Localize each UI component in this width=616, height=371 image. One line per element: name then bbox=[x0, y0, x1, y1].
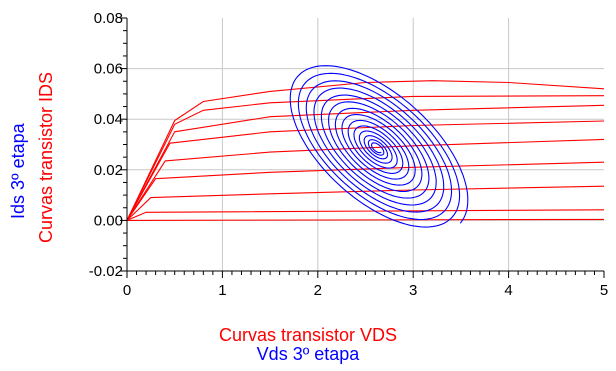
y-axis-label-stage: Ids 3º etapa bbox=[8, 123, 28, 219]
transistor-curve-6 bbox=[126, 161, 605, 221]
transistor-curve-4 bbox=[126, 120, 605, 221]
transistor-curve-8 bbox=[126, 209, 605, 221]
transistor-curve-9 bbox=[126, 218, 605, 221]
transistor-curve-7 bbox=[126, 185, 605, 221]
stage-spiral bbox=[289, 65, 469, 228]
transistor-curves bbox=[126, 80, 605, 221]
y-tick-label: 0.02 bbox=[94, 162, 123, 179]
x-axis-label-stage: Vds 3º etapa bbox=[256, 344, 360, 364]
y-tick-label: 0.08 bbox=[94, 10, 123, 27]
y-axis-label-transistor: Curvas transistor IDS bbox=[36, 71, 56, 243]
x-tick-label: 5 bbox=[600, 282, 608, 299]
transistor-curve-1 bbox=[126, 80, 605, 221]
axes bbox=[120, 17, 605, 278]
transistor-curve-5 bbox=[126, 138, 605, 221]
x-tick-label: 0 bbox=[123, 282, 131, 299]
x-tick-label: 2 bbox=[314, 282, 322, 299]
y-tick-label: 0.04 bbox=[94, 111, 123, 128]
x-tick-labels: 0 1 2 3 4 5 bbox=[123, 282, 608, 299]
x-tick-label: 1 bbox=[218, 282, 226, 299]
transistor-curve-3 bbox=[126, 104, 605, 221]
y-tick-label: 0.06 bbox=[94, 61, 123, 78]
x-axis-label-transistor: Curvas transistor VDS bbox=[218, 325, 398, 345]
x-tick-label: 4 bbox=[504, 282, 512, 299]
x-tick-label: 3 bbox=[409, 282, 417, 299]
stage-spiral-path bbox=[289, 65, 469, 228]
y-tick-label: 0.00 bbox=[94, 212, 123, 229]
y-tick-labels: -0.02 0.00 0.02 0.04 0.06 0.08 bbox=[89, 10, 123, 280]
y-tick-label: -0.02 bbox=[89, 263, 123, 280]
transistor-curve-2 bbox=[126, 95, 605, 221]
